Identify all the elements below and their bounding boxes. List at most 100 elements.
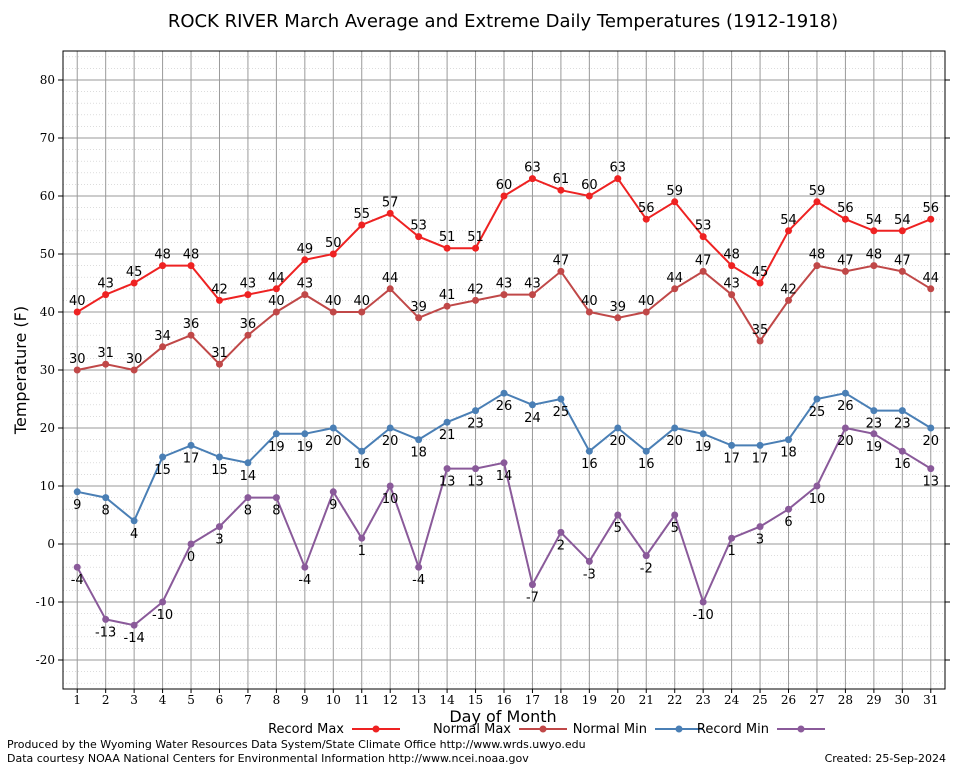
x-tick-label: 30 bbox=[895, 693, 910, 707]
x-tick-label: 27 bbox=[809, 693, 824, 707]
record-min-data-label: -4 bbox=[298, 573, 311, 588]
record-max-data-label: 56 bbox=[923, 201, 940, 216]
x-tick-label: 19 bbox=[582, 693, 597, 707]
record-min-point bbox=[215, 523, 223, 531]
record-max-point bbox=[699, 233, 707, 241]
normal-min-point bbox=[415, 436, 423, 444]
record-min-point bbox=[244, 494, 252, 502]
normal-max-data-label: 47 bbox=[837, 253, 854, 268]
record-max-point bbox=[386, 209, 394, 217]
record-max-data-label: 55 bbox=[353, 207, 370, 222]
record-max-data-label: 43 bbox=[97, 277, 114, 292]
x-tick-label: 21 bbox=[639, 693, 654, 707]
normal-max-series: 30 31 30 34 36 31 36 40 43 40 40 44 39 41 42 43 43 47 40 39… bbox=[69, 248, 939, 374]
x-tick-label: 9 bbox=[301, 693, 309, 707]
normal-min-data-label: 15 bbox=[154, 463, 171, 478]
normal-max-point bbox=[528, 291, 536, 299]
x-tick-label: 20 bbox=[610, 693, 625, 707]
chart-title: ROCK RIVER March Average and Extreme Dai… bbox=[168, 11, 838, 32]
record-min-point bbox=[813, 482, 821, 490]
record-max-data-label: 61 bbox=[553, 172, 570, 187]
normal-min-point bbox=[870, 407, 878, 415]
normal-max-data-label: 40 bbox=[581, 294, 598, 309]
normal-max-point bbox=[614, 314, 622, 322]
normal-max-point bbox=[244, 331, 252, 339]
normal-min-data-label: 18 bbox=[780, 446, 797, 461]
y-tick-label: 50 bbox=[40, 247, 55, 261]
x-tick-label: 31 bbox=[923, 693, 938, 707]
normal-max-point bbox=[73, 366, 81, 374]
normal-max-data-label: 44 bbox=[666, 271, 683, 286]
normal-max-data-label: 36 bbox=[183, 317, 200, 332]
record-max-data-label: 44 bbox=[268, 271, 285, 286]
y-tick-label: 70 bbox=[40, 131, 55, 145]
normal-min-data-label: 16 bbox=[353, 457, 370, 472]
record-max-point bbox=[159, 262, 167, 270]
x-tick-label: 18 bbox=[553, 693, 568, 707]
record-min-point bbox=[642, 552, 650, 560]
record-max-point bbox=[130, 279, 138, 287]
normal-min-point bbox=[528, 401, 536, 409]
normal-min-series: 9 8 4 15 17 15 14 19 19 20 16 20 18 21 23 26 24 25 16 20 16 2… bbox=[73, 389, 939, 542]
record-max-data-label: 51 bbox=[467, 230, 484, 245]
record-min-data-label: 1 bbox=[727, 544, 735, 559]
normal-max-point bbox=[500, 291, 508, 299]
record-min-point bbox=[130, 621, 138, 629]
legend-item-record-max: Record Max bbox=[268, 722, 400, 737]
normal-min-point bbox=[898, 407, 906, 415]
normal-min-data-label: 20 bbox=[325, 434, 342, 449]
record-max-point bbox=[472, 244, 480, 252]
normal-min-point bbox=[73, 488, 81, 496]
normal-max-point bbox=[329, 308, 337, 316]
grid bbox=[63, 51, 945, 689]
legend-item-record-min: Record Min bbox=[697, 722, 825, 737]
normal-min-data-label: 16 bbox=[638, 457, 655, 472]
record-min-point bbox=[699, 598, 707, 606]
x-tick-label: 3 bbox=[130, 693, 138, 707]
record-max-point bbox=[870, 227, 878, 235]
normal-max-data-label: 43 bbox=[723, 277, 740, 292]
record-min-data-label: -4 bbox=[412, 573, 425, 588]
normal-min-point bbox=[500, 389, 508, 397]
x-axis-label: Day of Month bbox=[449, 707, 556, 726]
y-tick-label: -20 bbox=[36, 653, 55, 667]
normal-max-point bbox=[870, 262, 878, 270]
record-min-data-label: -14 bbox=[124, 631, 145, 646]
normal-max-point bbox=[102, 360, 110, 368]
record-max-point bbox=[272, 285, 280, 293]
legend-swatch-marker bbox=[797, 725, 805, 733]
normal-min-point bbox=[728, 441, 736, 449]
record-min-data-label: -13 bbox=[95, 625, 116, 640]
record-min-data-label: -10 bbox=[693, 608, 714, 623]
record-min-data-label: 6 bbox=[784, 515, 792, 530]
record-max-data-label: 53 bbox=[695, 219, 712, 234]
normal-min-data-label: 20 bbox=[666, 434, 683, 449]
normal-max-point bbox=[699, 267, 707, 275]
record-min-point bbox=[443, 465, 451, 473]
record-min-point bbox=[671, 511, 679, 519]
normal-min-point bbox=[472, 407, 480, 415]
record-min-data-label: 14 bbox=[496, 469, 513, 484]
record-min-data-label: -7 bbox=[526, 591, 539, 606]
normal-max-point bbox=[785, 296, 793, 304]
record-max-data-label: 45 bbox=[752, 265, 769, 280]
record-max-data-label: 63 bbox=[610, 161, 627, 176]
normal-max-data-label: 47 bbox=[553, 253, 570, 268]
normal-min-data-label: 25 bbox=[809, 405, 826, 420]
normal-max-data-label: 42 bbox=[780, 282, 797, 297]
normal-min-data-label: 23 bbox=[866, 417, 883, 432]
record-min-data-label: -2 bbox=[640, 562, 653, 577]
legend-label: Record Min bbox=[697, 722, 769, 737]
record-max-point bbox=[73, 308, 81, 316]
record-max-data-label: 60 bbox=[581, 178, 598, 193]
normal-max-point bbox=[642, 308, 650, 316]
normal-max-data-label: 39 bbox=[410, 300, 427, 315]
record-min-data-label: 10 bbox=[809, 492, 826, 507]
record-min-data-label: 10 bbox=[382, 492, 399, 507]
normal-max-point bbox=[415, 314, 423, 322]
record-min-data-label: 3 bbox=[215, 533, 223, 548]
normal-min-point bbox=[642, 447, 650, 455]
